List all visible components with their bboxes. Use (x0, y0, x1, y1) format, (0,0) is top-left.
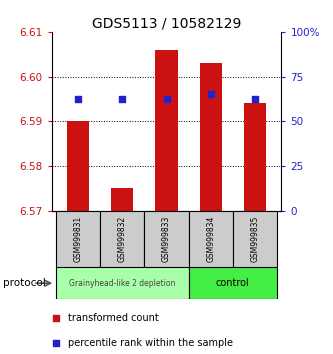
FancyBboxPatch shape (145, 211, 188, 267)
Bar (67, 121, 89, 211)
Point (76, 96, 81, 102)
Text: GSM999831: GSM999831 (74, 216, 83, 262)
Text: Grainyhead-like 2 depletion: Grainyhead-like 2 depletion (69, 279, 175, 288)
Point (54, 315, 59, 321)
FancyBboxPatch shape (56, 211, 100, 267)
Text: transformed count: transformed count (68, 313, 159, 323)
FancyBboxPatch shape (188, 267, 277, 299)
FancyBboxPatch shape (188, 211, 233, 267)
Point (164, 96, 169, 102)
Point (120, 96, 125, 102)
Text: GSM999833: GSM999833 (162, 216, 171, 262)
Point (252, 96, 257, 102)
Bar (111, 188, 133, 211)
Text: GSM999835: GSM999835 (250, 216, 259, 262)
Bar (244, 103, 266, 211)
Bar (200, 63, 222, 211)
Point (54, 340, 59, 346)
Bar (156, 50, 177, 211)
FancyBboxPatch shape (56, 267, 188, 299)
Text: GSM999834: GSM999834 (206, 216, 215, 262)
Point (208, 92, 213, 97)
Text: percentile rank within the sample: percentile rank within the sample (68, 338, 233, 348)
FancyBboxPatch shape (100, 211, 145, 267)
Title: GDS5113 / 10582129: GDS5113 / 10582129 (92, 17, 241, 31)
Text: control: control (216, 278, 250, 288)
Text: protocol: protocol (3, 278, 46, 288)
FancyBboxPatch shape (233, 211, 277, 267)
Text: GSM999832: GSM999832 (118, 216, 127, 262)
